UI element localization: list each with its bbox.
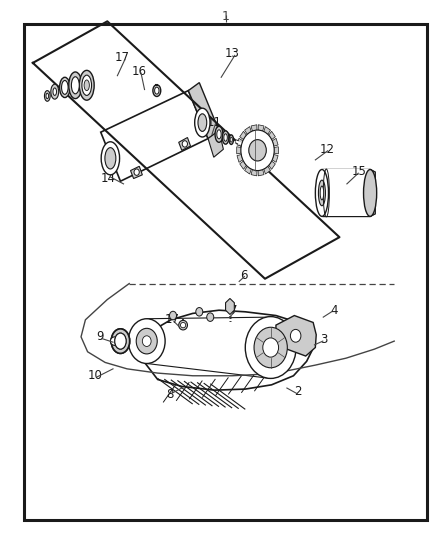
Circle shape [196,308,203,316]
Polygon shape [268,131,276,140]
Circle shape [136,328,157,354]
Polygon shape [188,83,219,139]
Circle shape [241,130,274,171]
Ellipse shape [315,169,328,216]
Polygon shape [272,138,278,146]
Ellipse shape [224,134,227,141]
Polygon shape [179,138,191,150]
Polygon shape [276,316,316,356]
Polygon shape [264,166,271,174]
Polygon shape [115,337,147,345]
Ellipse shape [155,87,159,94]
Ellipse shape [217,130,221,139]
Polygon shape [274,147,279,154]
Text: 14: 14 [101,172,116,185]
Circle shape [254,327,287,368]
Polygon shape [268,161,276,169]
Ellipse shape [230,137,232,142]
Ellipse shape [79,70,94,100]
Ellipse shape [46,93,49,99]
Ellipse shape [115,333,126,349]
Ellipse shape [111,329,130,353]
Circle shape [263,338,279,357]
Ellipse shape [110,337,119,345]
Text: 17: 17 [114,51,129,64]
Circle shape [290,329,301,342]
Text: 2: 2 [294,385,302,398]
Ellipse shape [318,180,325,206]
Ellipse shape [84,80,89,91]
Polygon shape [251,169,257,176]
Text: 16: 16 [132,66,147,78]
Polygon shape [240,131,247,140]
Polygon shape [370,169,375,216]
Polygon shape [237,155,243,163]
Polygon shape [244,166,251,174]
Ellipse shape [180,322,186,328]
Ellipse shape [69,72,82,99]
Ellipse shape [222,131,229,144]
Text: 7: 7 [230,304,237,317]
Text: 15: 15 [352,165,367,178]
Circle shape [207,313,214,321]
Polygon shape [258,169,264,176]
Polygon shape [145,310,315,390]
Polygon shape [240,161,247,169]
Ellipse shape [60,77,70,98]
Ellipse shape [198,114,207,132]
Polygon shape [226,298,234,314]
Text: 3: 3 [321,333,328,346]
Text: 13: 13 [225,47,240,60]
Ellipse shape [111,329,130,353]
Circle shape [128,319,165,364]
Ellipse shape [82,75,92,95]
Polygon shape [208,131,223,157]
Circle shape [170,311,177,320]
Text: 4: 4 [330,304,338,317]
Ellipse shape [71,77,79,94]
Text: 6: 6 [240,269,248,281]
Ellipse shape [61,80,68,94]
Text: 17: 17 [165,313,180,326]
Ellipse shape [44,91,50,101]
Ellipse shape [115,333,126,349]
Circle shape [182,141,187,147]
Polygon shape [322,169,370,216]
Text: 8: 8 [166,388,173,401]
Circle shape [245,317,296,378]
Ellipse shape [364,169,377,216]
Polygon shape [237,147,241,154]
Ellipse shape [179,320,187,330]
Polygon shape [251,125,257,131]
Polygon shape [237,138,243,146]
Polygon shape [258,125,264,131]
Polygon shape [101,91,208,181]
Ellipse shape [105,148,116,169]
Ellipse shape [51,84,59,99]
Circle shape [142,336,151,346]
Ellipse shape [53,88,57,95]
Ellipse shape [320,186,324,200]
Ellipse shape [195,108,210,137]
Ellipse shape [215,126,223,142]
Text: 1: 1 [222,10,230,22]
Polygon shape [272,155,278,163]
Circle shape [134,169,139,175]
Ellipse shape [101,142,120,175]
Ellipse shape [153,85,161,96]
Circle shape [249,140,266,161]
Text: 11: 11 [206,116,221,129]
Ellipse shape [229,135,233,144]
Polygon shape [244,126,251,134]
Polygon shape [264,126,271,134]
Text: 9: 9 [96,330,104,343]
Text: 10: 10 [88,369,103,382]
Text: 12: 12 [320,143,335,156]
Polygon shape [131,166,142,179]
